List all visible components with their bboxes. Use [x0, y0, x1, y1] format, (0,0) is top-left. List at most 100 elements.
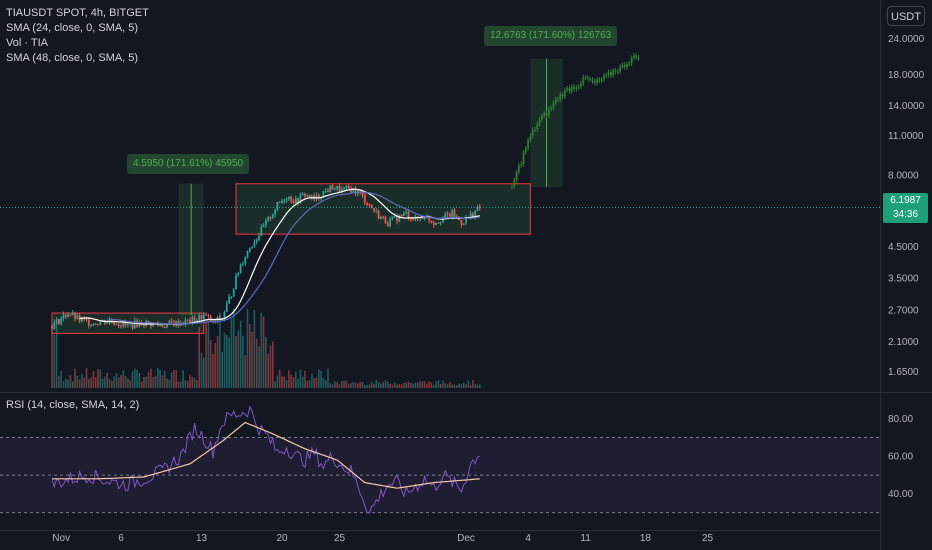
volume-bar — [90, 377, 92, 388]
candle-body — [285, 199, 288, 201]
volume-bar — [467, 380, 470, 388]
rsi-legend[interactable]: RSI (14, close, SMA, 14, 2) — [6, 399, 140, 411]
candle-body — [186, 319, 189, 321]
volume-bar — [456, 384, 458, 388]
time-axis-border — [0, 530, 880, 531]
last-price-tag: 6.1987 34:36 — [883, 193, 928, 223]
volume-bar — [320, 370, 322, 388]
volume-bar — [83, 378, 85, 388]
candle-body — [228, 296, 230, 304]
candle-body — [110, 319, 113, 322]
volume-bar — [124, 375, 127, 388]
candle-body — [320, 197, 322, 199]
candle-body — [322, 191, 325, 198]
measure-label-2[interactable]: 12.6763 (171.60%) 126763 — [484, 26, 618, 46]
measure-label-1[interactable]: 4.5950 (171.61%) 45950 — [127, 154, 250, 174]
volume-bar — [113, 376, 115, 388]
volume-bar — [292, 377, 295, 388]
volume-bar — [92, 371, 95, 388]
candle-body — [292, 201, 295, 203]
volume-legend[interactable]: Vol · TIA — [6, 37, 48, 49]
volume-bar — [421, 381, 424, 388]
candle-body — [163, 326, 166, 328]
candle-body — [198, 315, 201, 321]
candle-body — [60, 318, 63, 324]
volume-bar — [260, 312, 263, 388]
candle-body — [122, 321, 125, 327]
candle-body — [278, 201, 281, 203]
projection-body — [621, 64, 624, 67]
time-tick-label: 20 — [276, 533, 288, 544]
candle-body — [343, 187, 345, 189]
candle-body — [133, 320, 136, 329]
candle-body — [202, 314, 205, 320]
volume-bar — [414, 382, 417, 388]
volume-bar — [203, 357, 205, 388]
candle-body — [92, 323, 95, 326]
price-tick-label: 4.5000 — [888, 242, 919, 253]
rsi-line — [51, 405, 480, 514]
candle-body — [474, 210, 477, 218]
candle-body — [340, 188, 343, 192]
volume-bar — [474, 383, 476, 388]
candle-body — [347, 186, 350, 189]
candle-body — [251, 246, 253, 249]
candle-body — [421, 217, 424, 219]
volume-bar — [407, 381, 410, 388]
candle-body — [115, 324, 118, 326]
volume-bar — [111, 380, 113, 388]
volume-bar — [228, 337, 230, 388]
volume-bar — [274, 381, 276, 388]
candle-body — [143, 325, 145, 327]
volume-bar — [435, 381, 437, 388]
projection-body — [616, 71, 619, 73]
projection-body — [536, 124, 539, 130]
candle-body — [304, 193, 306, 197]
volume-bar — [476, 384, 479, 388]
projection-body — [534, 129, 536, 131]
volume-bar — [446, 384, 449, 388]
volume-bar — [285, 380, 288, 388]
chart-legend: TIAUSDT SPOT, 4h, BITGET SMA (24, close,… — [6, 6, 149, 66]
projection-body — [570, 86, 573, 92]
projection-body — [541, 116, 543, 120]
volume-bar — [159, 369, 161, 388]
symbol-title[interactable]: TIAUSDT SPOT, 4h, BITGET — [6, 7, 149, 19]
sma24-line — [79, 188, 480, 325]
candle-body — [97, 324, 99, 326]
volume-bar — [255, 338, 258, 388]
volume-bar — [76, 375, 79, 388]
candle-body — [478, 206, 481, 208]
volume-bar — [189, 375, 191, 388]
sma24-legend[interactable]: SMA (24, close, 0, SMA, 5) — [6, 22, 139, 34]
volume-bar — [214, 342, 217, 388]
candle-body — [368, 204, 371, 206]
volume-bar — [375, 380, 378, 388]
candle-body — [363, 195, 366, 203]
volume-bar — [120, 375, 122, 388]
volume-bar — [175, 370, 177, 388]
projection-body — [529, 135, 532, 141]
candle-body — [317, 194, 320, 198]
candle-body — [377, 210, 380, 219]
volume-bar — [101, 378, 104, 388]
candle-body — [290, 196, 293, 202]
candle-body — [439, 222, 442, 224]
volume-bar — [170, 372, 173, 388]
candle-body — [476, 206, 479, 211]
volume-bar — [226, 335, 228, 388]
candle-body — [168, 320, 171, 324]
candle-body — [237, 272, 240, 276]
candle-body — [161, 324, 164, 327]
candle-body — [391, 216, 394, 219]
currency-button[interactable]: USDT — [887, 6, 925, 26]
volume-bar — [324, 380, 327, 388]
projection-body — [522, 152, 525, 165]
projection-body — [612, 70, 615, 76]
volume-bar — [150, 368, 152, 388]
volume-bar — [157, 368, 159, 388]
volume-bar — [380, 383, 382, 388]
volume-bar — [405, 382, 407, 388]
sma48-legend[interactable]: SMA (48, close, 0, SMA, 5) — [6, 52, 139, 64]
